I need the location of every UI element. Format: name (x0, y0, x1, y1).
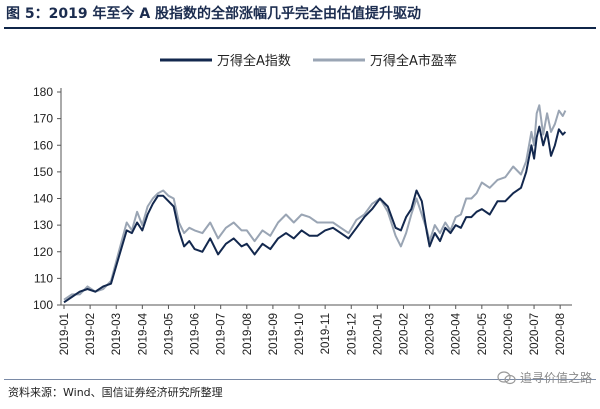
plot-area: 100 110 120 130 140 150 160 170 180 2019-01 2019-0… (33, 85, 572, 355)
x-tick-label: 2020-04 (451, 312, 463, 355)
source-note: 资料来源：Wind、国信证券经济研究所整理 (8, 386, 223, 399)
x-tick-label: 2019-11 (320, 313, 332, 354)
y-tick-label: 140 (33, 192, 53, 206)
x-tick-label: 2019-02 (85, 313, 97, 355)
title-divider (4, 27, 596, 29)
chart-title: 图 5：2019 年至今 A 股指数的全部涨幅几乎完全由估值提升驱动 (6, 6, 422, 22)
y-tick-label: 110 (34, 271, 53, 285)
x-tick-label: 2019-07 (216, 313, 228, 355)
x-tick-label: 2020-06 (503, 313, 515, 355)
x-tick-label: 2019-06 (190, 313, 202, 355)
wechat-icon (497, 370, 516, 384)
y-tick-label: 170 (33, 112, 53, 126)
y-tick-label: 100 (33, 298, 53, 312)
x-tick-label: 2019-05 (163, 313, 175, 355)
y-tick-label: 150 (33, 165, 53, 179)
x-tick-label: 2020-03 (425, 313, 437, 355)
series-line-index (63, 125, 567, 304)
series-line-pe (63, 104, 567, 301)
legend-label-pe: 万得全A市盈率 (370, 53, 457, 69)
y-tick-label: 130 (33, 218, 53, 232)
x-tick-label: 2020-08 (555, 313, 567, 355)
y-tick-label: 120 (33, 245, 53, 259)
x-tick-label: 2019-04 (137, 312, 149, 355)
x-tick-label: 2019-12 (346, 313, 358, 355)
chart-legend: 万得全A指数 万得全A市盈率 (160, 53, 457, 69)
x-tick-label: 2019-01 (59, 313, 71, 355)
x-tick-label: 2020-01 (372, 313, 384, 355)
legend-label-index: 万得全A指数 (217, 53, 291, 69)
x-tick-label: 2019-03 (111, 313, 123, 355)
x-tick-label: 2020-05 (477, 313, 489, 355)
wechat-watermark: 追寻价值之路 (497, 369, 592, 386)
watermark-text: 追寻价值之路 (519, 371, 592, 385)
footer-divider (4, 379, 596, 380)
x-tick-label: 2020-02 (398, 313, 410, 355)
x-tick-label: 2019-10 (294, 313, 306, 355)
x-tick-label: 2019-09 (268, 313, 280, 355)
x-tick-label: 2019-08 (242, 313, 254, 355)
x-tick-label: 2020-07 (529, 313, 541, 355)
y-tick-label: 180 (33, 85, 53, 99)
y-tick-label: 160 (33, 138, 53, 152)
